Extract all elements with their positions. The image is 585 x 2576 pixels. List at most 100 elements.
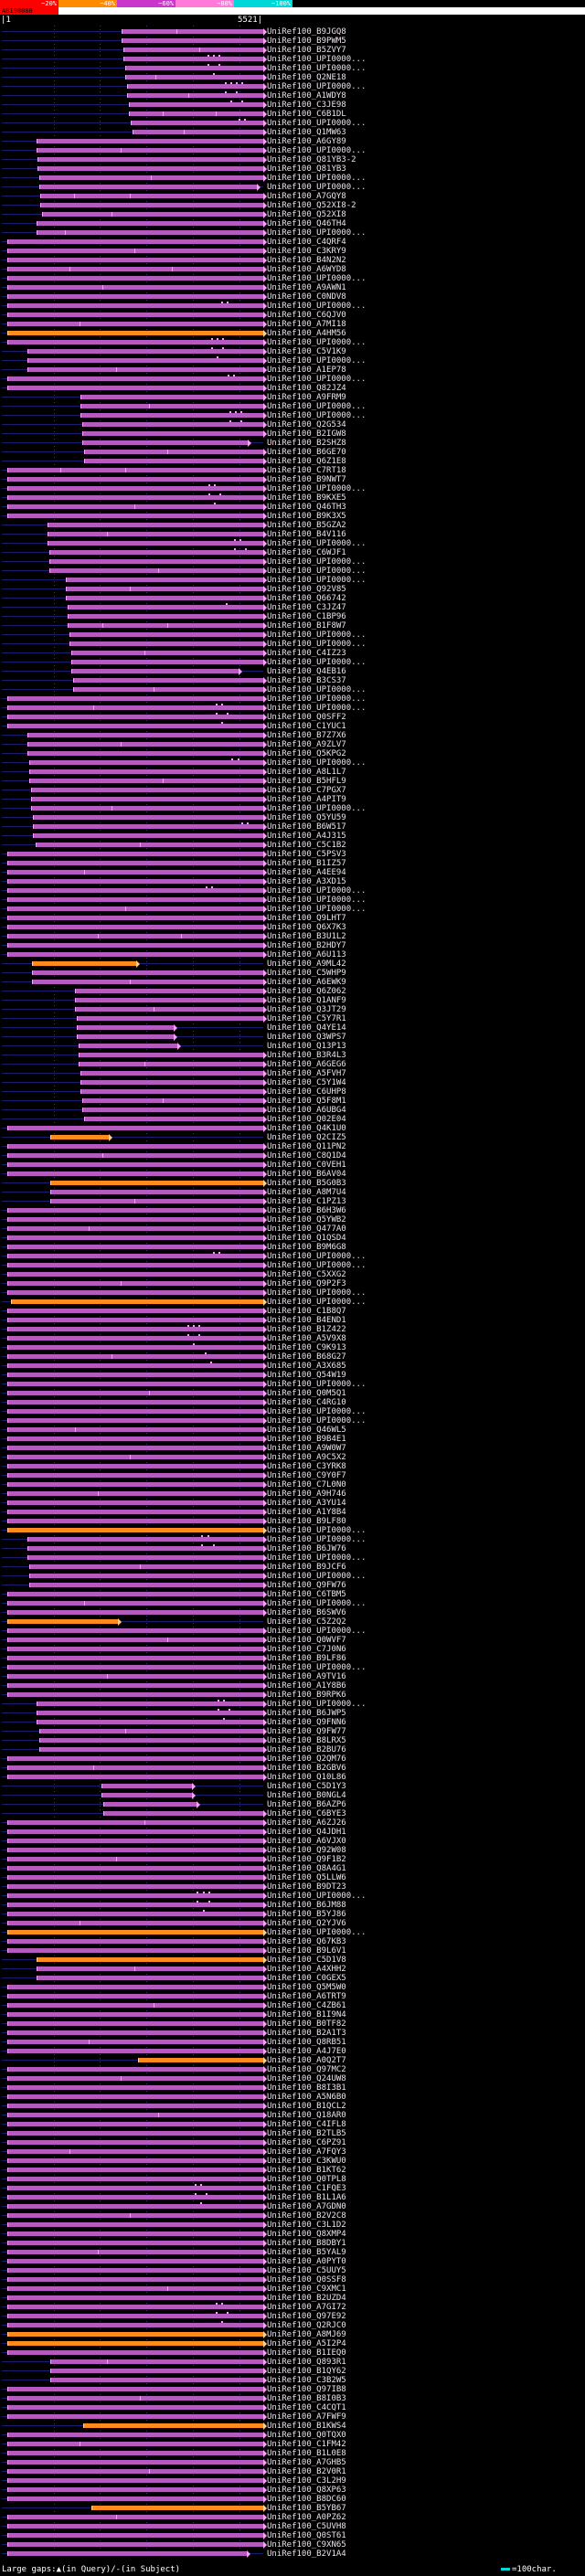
hit-label[interactable]: UniRef100_A9ML42	[267, 959, 346, 969]
hit-bar[interactable]	[7, 1125, 267, 1132]
hit-label[interactable]: UniRef100_A6UBG4	[267, 1106, 346, 1115]
hit-label[interactable]: UniRef100_A7GQY8	[267, 192, 346, 201]
hit-bar[interactable]	[7, 376, 267, 383]
hit-bar[interactable]	[7, 1920, 267, 1927]
hit-label[interactable]: UniRef100_Q2RJC0	[267, 2321, 346, 2330]
hit-label[interactable]: UniRef100_C5Y7R1	[267, 1014, 346, 1023]
hit-bar[interactable]	[7, 1454, 267, 1461]
hit-label[interactable]: UniRef100_Q46WL5	[267, 1426, 346, 1435]
hit-bar[interactable]	[7, 2011, 267, 2019]
hit-label[interactable]: UniRef100_UPI0000...	[267, 804, 367, 813]
hit-label[interactable]: UniRef100_UPI0000...	[267, 174, 367, 183]
hit-label[interactable]: UniRef100_B5YAL9	[267, 2248, 346, 2257]
hit-label[interactable]: UniRef100_B6SWV6	[267, 1608, 346, 1617]
hit-label[interactable]: UniRef100_Q67KB3	[267, 1937, 346, 1946]
hit-bar[interactable]	[128, 101, 267, 109]
hit-bar[interactable]	[7, 2212, 267, 2220]
hit-bar[interactable]	[7, 513, 267, 520]
hit-label[interactable]: UniRef100_B6H3W6	[267, 1206, 346, 1215]
hit-label[interactable]: UniRef100_A5V9X8	[267, 1334, 346, 1343]
hit-label[interactable]: UniRef100_Q4JDH1	[267, 1828, 346, 1837]
hit-label[interactable]: UniRef100_Q6X7K3	[267, 923, 346, 932]
hit-label[interactable]: UniRef100_Q4YE14	[267, 1023, 346, 1033]
hit-label[interactable]: UniRef100_B2IGW8	[267, 429, 346, 439]
hit-bar[interactable]	[7, 266, 267, 273]
hit-label[interactable]: UniRef100_B6JWP5	[267, 1709, 346, 1718]
hit-label[interactable]: UniRef100_Q9FW77	[267, 1727, 346, 1736]
hit-bar[interactable]	[7, 933, 267, 940]
hit-bar[interactable]	[82, 440, 251, 447]
hit-bar[interactable]	[7, 2340, 267, 2348]
hit-label[interactable]: UniRef100_B1F8W7	[267, 621, 346, 631]
hit-bar[interactable]	[40, 202, 267, 209]
hit-label[interactable]: UniRef100_B6AV04	[267, 1170, 346, 1179]
hit-bar[interactable]	[7, 2103, 267, 2110]
hit-bar[interactable]	[27, 366, 267, 374]
hit-label[interactable]: UniRef100_B5YJ86	[267, 1910, 346, 1919]
hit-bar[interactable]	[7, 2304, 267, 2311]
hit-bar[interactable]	[7, 2313, 267, 2320]
hit-bar[interactable]	[7, 1600, 267, 1607]
hit-bar[interactable]	[67, 613, 267, 620]
hit-label[interactable]: UniRef100_Q92V85	[267, 585, 346, 594]
hit-label[interactable]: UniRef100_Q54W19	[267, 1371, 346, 1380]
hit-label[interactable]: UniRef100_B8I3B1	[267, 2083, 346, 2093]
hit-bar[interactable]	[122, 47, 267, 54]
hit-bar[interactable]	[36, 220, 267, 228]
hit-bar[interactable]	[7, 1819, 267, 1827]
hit-label[interactable]: UniRef100_Q24UW8	[267, 2074, 346, 2083]
hit-bar[interactable]	[7, 2002, 267, 2009]
hit-label[interactable]: UniRef100_B6JM88	[267, 1901, 346, 1910]
hit-bar[interactable]	[7, 321, 267, 328]
hit-bar[interactable]	[7, 239, 267, 246]
hit-bar[interactable]	[7, 2231, 267, 2238]
hit-label[interactable]: UniRef100_B2V0R1	[267, 2467, 346, 2476]
hit-label[interactable]: UniRef100_A4XHH2	[267, 1965, 346, 1974]
hit-bar[interactable]	[37, 1710, 267, 1717]
hit-bar[interactable]	[7, 1426, 267, 1434]
hit-label[interactable]: UniRef100_B5ZVY7	[267, 46, 346, 55]
hit-bar[interactable]	[36, 229, 267, 237]
hit-label[interactable]: UniRef100_A9FRM9	[267, 393, 346, 402]
hit-label[interactable]: UniRef100_B1IZ57	[267, 859, 346, 868]
hit-label[interactable]: UniRef100_Q3JT29	[267, 1005, 346, 1014]
hit-bar[interactable]	[7, 2112, 267, 2119]
hit-label[interactable]: UniRef100_C9Y0F7	[267, 1471, 346, 1480]
hit-label[interactable]: UniRef100_C6BYE3	[267, 1809, 346, 1818]
hit-label[interactable]: UniRef100_Q11PN2	[267, 1142, 346, 1151]
hit-bar[interactable]	[37, 1719, 267, 1726]
hit-bar[interactable]	[7, 896, 267, 904]
hit-bar[interactable]	[7, 2084, 267, 2092]
hit-label[interactable]: UniRef100_C1YUC1	[267, 722, 346, 731]
hit-label[interactable]: UniRef100_C7RT18	[267, 466, 346, 475]
hit-label[interactable]: UniRef100_A5FVH7	[267, 1069, 346, 1078]
hit-bar[interactable]	[48, 567, 267, 575]
hit-label[interactable]: UniRef100_C1FQE3	[267, 2184, 346, 2193]
hit-label[interactable]: UniRef100_B4END1	[267, 1316, 346, 1325]
hit-bar[interactable]	[7, 1637, 267, 1644]
hit-bar[interactable]	[77, 1015, 267, 1023]
hit-label[interactable]: UniRef100_B8I0B3	[267, 2394, 346, 2403]
hit-label[interactable]: UniRef100_A9H746	[267, 1489, 346, 1499]
hit-label[interactable]: UniRef100_B0NGL4	[267, 1791, 346, 1800]
hit-label[interactable]: UniRef100_C8Q1D4	[267, 1151, 346, 1161]
hit-label[interactable]: UniRef100_A7MI18	[267, 320, 346, 329]
hit-label[interactable]: UniRef100_B9KXE5	[267, 493, 346, 503]
hit-bar[interactable]	[7, 2349, 267, 2357]
hit-label[interactable]: UniRef100_B1L1A6	[267, 2193, 346, 2202]
hit-bar[interactable]	[7, 851, 267, 858]
hit-bar[interactable]	[31, 970, 267, 977]
hit-bar[interactable]	[101, 1792, 197, 1799]
hit-label[interactable]: UniRef100_Q5LLW6	[267, 1873, 346, 1882]
hit-label[interactable]: UniRef100_B1IEQ0	[267, 2348, 346, 2358]
hit-label[interactable]: UniRef100_Q46TH4	[267, 219, 346, 228]
hit-label[interactable]: UniRef100_B9L6V1	[267, 1946, 346, 1956]
hit-label[interactable]: UniRef100_UPI0000...	[267, 658, 367, 667]
hit-label[interactable]: UniRef100_UPI0000...	[267, 905, 367, 914]
hit-bar[interactable]	[7, 924, 267, 931]
hit-bar[interactable]	[7, 2404, 267, 2412]
hit-label[interactable]: UniRef100_UPI0000...	[267, 1380, 367, 1389]
hit-label[interactable]: UniRef100_UPI0000...	[267, 557, 367, 567]
hit-bar[interactable]	[7, 2194, 267, 2201]
hit-bar[interactable]	[7, 293, 267, 301]
